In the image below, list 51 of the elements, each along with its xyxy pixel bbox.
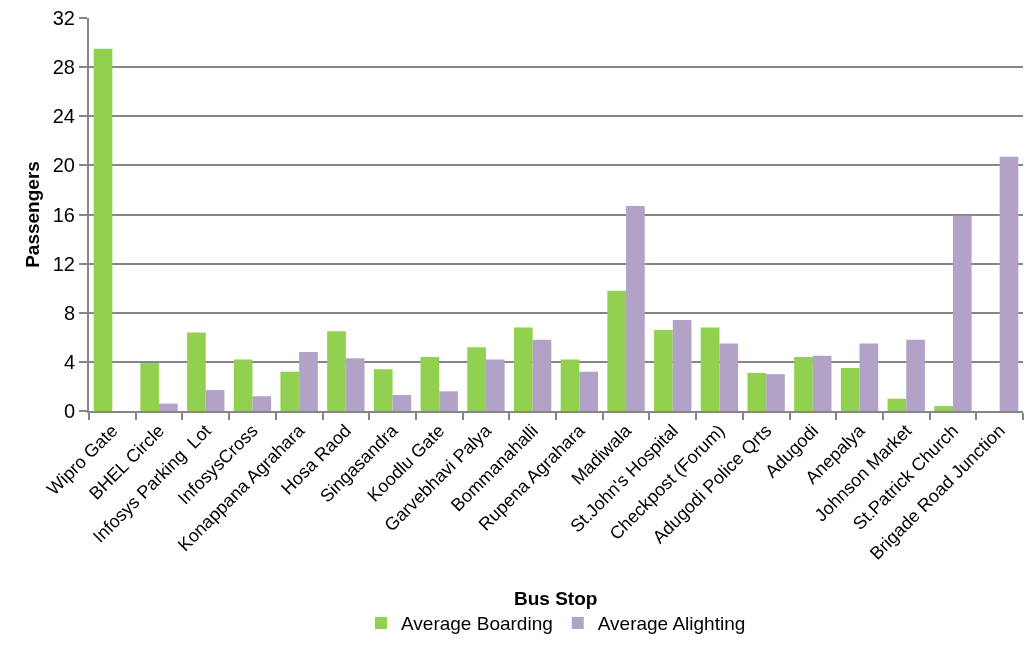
bar bbox=[252, 396, 272, 411]
bar bbox=[766, 374, 785, 411]
bar bbox=[299, 352, 318, 411]
bar bbox=[999, 156, 1019, 411]
bar bbox=[532, 339, 552, 411]
x-axis-title: Bus Stop bbox=[514, 588, 598, 609]
bar bbox=[560, 359, 580, 411]
bar bbox=[187, 332, 206, 411]
bar bbox=[607, 290, 627, 411]
y-tick-label: 12 bbox=[52, 252, 75, 275]
bar bbox=[700, 327, 720, 411]
bar bbox=[952, 215, 972, 411]
bar bbox=[280, 371, 300, 411]
bar bbox=[747, 372, 767, 411]
bar bbox=[373, 369, 393, 411]
bar bbox=[392, 395, 412, 411]
y-tick-label: 32 bbox=[52, 7, 75, 29]
bar bbox=[859, 343, 879, 411]
bar bbox=[719, 343, 739, 411]
bar bbox=[140, 363, 160, 411]
bar bbox=[159, 403, 178, 411]
bar bbox=[467, 347, 486, 411]
bar bbox=[233, 359, 253, 411]
bar bbox=[513, 327, 533, 411]
bar bbox=[794, 356, 813, 411]
bar bbox=[439, 391, 458, 411]
bar bbox=[485, 359, 505, 411]
bar bbox=[626, 205, 645, 411]
bar bbox=[205, 390, 225, 411]
bar bbox=[420, 356, 440, 411]
legend-label: Average Boarding bbox=[401, 613, 553, 635]
bar bbox=[887, 398, 907, 411]
y-tick-label: 8 bbox=[63, 301, 75, 324]
y-tick-label: 28 bbox=[52, 56, 75, 79]
bar bbox=[345, 358, 365, 411]
bar bbox=[934, 406, 953, 411]
y-tick-label: 16 bbox=[52, 203, 75, 226]
y-tick-label: 20 bbox=[52, 154, 75, 177]
bar bbox=[906, 339, 925, 411]
legend-label: Average Alighting bbox=[597, 613, 746, 635]
bar bbox=[579, 371, 599, 411]
bar bbox=[812, 355, 832, 411]
bar bbox=[93, 48, 113, 411]
bar bbox=[327, 331, 346, 411]
bar bbox=[654, 329, 673, 411]
y-tick-label: 0 bbox=[63, 400, 75, 422]
bar bbox=[672, 320, 692, 411]
y-axis-title: Passengers bbox=[22, 161, 44, 268]
y-tick-label: 4 bbox=[63, 350, 75, 373]
y-tick-label: 24 bbox=[52, 105, 75, 128]
bar bbox=[840, 368, 860, 411]
